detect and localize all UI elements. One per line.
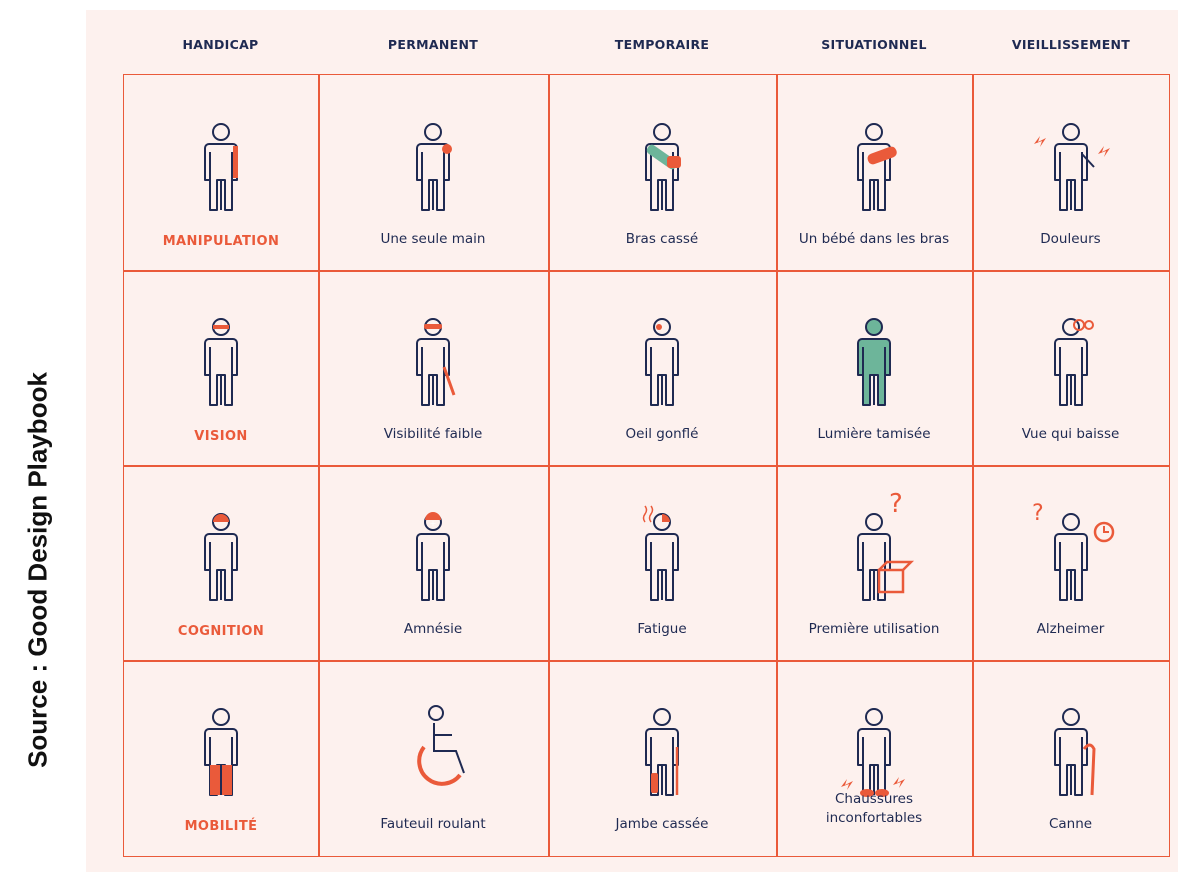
category-label: MOBILITÉ [184,819,258,834]
example-label: Visibilité faible [383,426,483,442]
category-cell: MOBILITÉ [124,660,318,855]
matrix-grid: MANIPULATION Une seule main Bras cassé Un b… [123,74,1170,857]
svg-text:?: ? [1032,501,1044,526]
example-cell: Douleurs [972,75,1169,270]
example-label: Oeil gonflé [625,426,699,442]
example-cell: Un bébé dans les bras [776,75,972,270]
category-label: MANIPULATION [162,234,280,249]
example-label: Bras cassé [625,231,699,247]
source-text: Source : Good Design Playbook [22,372,53,768]
source-caption: Source : Good Design Playbook [0,0,80,872]
example-cell: Lumière tamisée [776,270,972,465]
example-cell: Jambe cassée [548,660,776,855]
header-permanent: PERMANENT [387,37,479,52]
header-vieillissement: VIEILLISSEMENT [1011,37,1131,52]
category-cell: COGNITION [124,465,318,660]
category-cell: MANIPULATION [124,75,318,270]
example-cell: Chaussures inconfortables [776,660,972,855]
example-cell: Oeil gonflé [548,270,776,465]
example-label: Première utilisation [808,621,940,637]
example-label: Fauteuil roulant [380,816,486,832]
header-handicap: HANDICAP [182,37,259,52]
example-cell: Une seule main [318,75,548,270]
category-cell: VISION [124,270,318,465]
example-label: Vue qui baisse [1021,426,1120,442]
header-temporaire: TEMPORAIRE [614,37,710,52]
example-cell: + Amnésie [318,465,548,660]
example-label: Un bébé dans les bras [798,231,950,247]
example-label: Lumière tamisée [817,426,931,442]
example-cell: Fauteuil roulant [318,660,548,855]
example-cell: ? Alzheimer [972,465,1169,660]
example-cell: ? Première utilisation [776,465,972,660]
category-label: COGNITION [177,624,265,639]
example-label: Douleurs [1040,231,1101,247]
accessibility-matrix: HANDICAP PERMANENT TEMPORAIRE SITUATIONN… [86,10,1178,872]
example-cell: Vue qui baisse [972,270,1169,465]
example-label: Canne [1048,816,1093,832]
example-label: Amnésie [403,621,463,637]
example-label: Jambe cassée [615,816,709,832]
example-cell: Bras cassé [548,75,776,270]
example-label: Chaussures inconfortables [825,791,923,826]
example-cell: Fatigue [548,465,776,660]
category-label: VISION [194,429,248,444]
example-cell: Visibilité faible [318,270,548,465]
svg-text:+: + [430,519,437,528]
example-label: Alzheimer [1036,621,1105,637]
example-cell: Canne [972,660,1169,855]
header-situationnel: SITUATIONNEL [821,37,927,52]
example-label: Fatigue [637,621,687,637]
example-label: Une seule main [380,231,486,247]
svg-text:?: ? [889,489,903,519]
